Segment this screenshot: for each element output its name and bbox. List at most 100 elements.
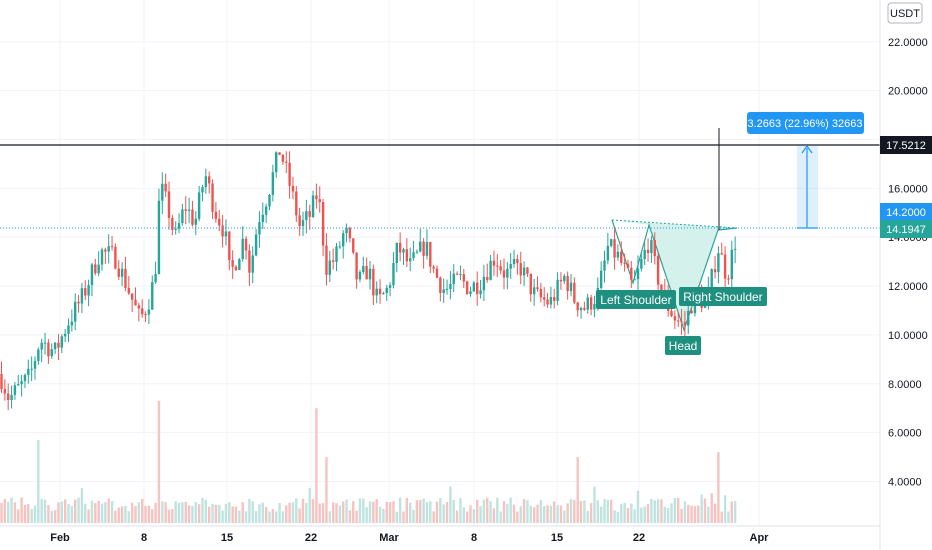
volume-bar bbox=[74, 499, 77, 523]
volume-bar bbox=[161, 501, 164, 523]
volume-bar bbox=[579, 501, 583, 523]
candle-body bbox=[613, 239, 616, 258]
volume-bar bbox=[238, 510, 241, 523]
candle bbox=[157, 188, 161, 275]
candle bbox=[325, 233, 328, 286]
candle bbox=[127, 276, 130, 295]
left-shoulder-annotation[interactable]: Left Shoulder bbox=[596, 290, 676, 309]
volume-bar bbox=[208, 506, 211, 523]
candle-body bbox=[127, 288, 130, 294]
volume-bar bbox=[583, 500, 586, 523]
volume-bar bbox=[589, 503, 593, 523]
volume-bar bbox=[733, 501, 737, 523]
measure-label: 3.2663 (22.96%) 32663 bbox=[748, 118, 863, 130]
candle-body bbox=[476, 282, 479, 295]
candle-body bbox=[345, 228, 348, 234]
candle-body bbox=[130, 293, 134, 300]
candle bbox=[636, 255, 640, 291]
volume-bar bbox=[439, 497, 442, 523]
candle-body bbox=[516, 259, 519, 264]
measure-label-box bbox=[747, 112, 864, 134]
candle bbox=[479, 279, 482, 299]
candle-body bbox=[532, 287, 536, 295]
volume-bar bbox=[80, 488, 84, 523]
candle-body bbox=[553, 297, 556, 301]
volume-bar bbox=[94, 503, 97, 523]
volume-bar bbox=[57, 502, 60, 523]
candle bbox=[465, 280, 469, 296]
candle-body bbox=[13, 385, 17, 395]
candle-body bbox=[114, 246, 117, 269]
candle bbox=[37, 347, 40, 365]
price-range-measure[interactable]: 3.2663 (22.96%) 32663 bbox=[747, 112, 864, 229]
price-axis[interactable]: USDT 22.000020.000018.000016.000014.0000… bbox=[879, 0, 932, 550]
volume-bar bbox=[576, 457, 579, 523]
candle bbox=[549, 286, 553, 309]
candle bbox=[151, 275, 154, 310]
candle-body bbox=[40, 342, 43, 350]
candle-body bbox=[74, 301, 77, 322]
volume-bar bbox=[395, 511, 398, 523]
volume-bar bbox=[435, 501, 439, 523]
head-shoulders-pattern[interactable] bbox=[611, 219, 738, 332]
resistance-price-tag bbox=[880, 136, 932, 154]
volume-bar bbox=[603, 498, 606, 523]
candle-body bbox=[53, 342, 57, 350]
volume-bar bbox=[224, 503, 228, 523]
right-shoulder-annotation[interactable]: Right Shoulder bbox=[679, 287, 767, 306]
candle bbox=[643, 242, 646, 265]
price-tick-label: 8.0000 bbox=[888, 379, 922, 391]
candle-body bbox=[653, 240, 656, 257]
time-axis[interactable]: Feb 8 15 22 Mar 8 15 22 Apr bbox=[0, 525, 880, 544]
candle bbox=[539, 282, 543, 303]
candle bbox=[556, 272, 559, 306]
candle bbox=[526, 266, 529, 277]
candle-body bbox=[730, 249, 733, 280]
head-annotation[interactable]: Head bbox=[665, 336, 701, 355]
candle bbox=[532, 278, 536, 306]
candle bbox=[512, 249, 516, 268]
time-tick-label: 22 bbox=[633, 532, 645, 544]
volume-bar bbox=[512, 504, 516, 523]
candle bbox=[529, 273, 532, 303]
candle-body bbox=[522, 267, 526, 276]
candle-body bbox=[556, 279, 559, 301]
volume-bar bbox=[30, 508, 33, 523]
candle bbox=[134, 287, 137, 306]
price-tick-label: 16.0000 bbox=[888, 183, 928, 195]
volume-bar bbox=[620, 504, 623, 523]
candle-body bbox=[583, 307, 586, 310]
candle-body bbox=[174, 228, 177, 230]
volume-bar bbox=[506, 503, 509, 523]
candle-body bbox=[449, 284, 452, 290]
candle bbox=[680, 309, 683, 335]
candle bbox=[633, 270, 636, 281]
candle-body bbox=[636, 268, 640, 280]
candle-body bbox=[670, 310, 673, 317]
volume-bar bbox=[305, 503, 308, 523]
volume-bar bbox=[445, 501, 449, 523]
candle bbox=[673, 310, 677, 329]
volume-bar bbox=[352, 501, 355, 523]
candle-body bbox=[419, 241, 422, 252]
candle bbox=[331, 248, 335, 270]
volume-bar bbox=[412, 509, 415, 523]
volume-bar bbox=[566, 503, 569, 523]
volume-bar bbox=[271, 509, 275, 523]
candle bbox=[522, 261, 526, 287]
volume-bar bbox=[355, 510, 358, 523]
volume-bar bbox=[677, 498, 680, 523]
candle-body bbox=[77, 301, 80, 304]
volume-bar bbox=[432, 511, 435, 523]
candle-body bbox=[455, 273, 459, 275]
volume-bar bbox=[127, 511, 130, 523]
candle-body bbox=[432, 266, 435, 269]
candle bbox=[137, 302, 141, 322]
candle bbox=[613, 227, 616, 270]
volume-bar bbox=[204, 499, 208, 523]
candle bbox=[566, 271, 569, 300]
candle bbox=[90, 262, 94, 297]
candle-body bbox=[147, 309, 151, 315]
volume-bar bbox=[285, 505, 288, 523]
